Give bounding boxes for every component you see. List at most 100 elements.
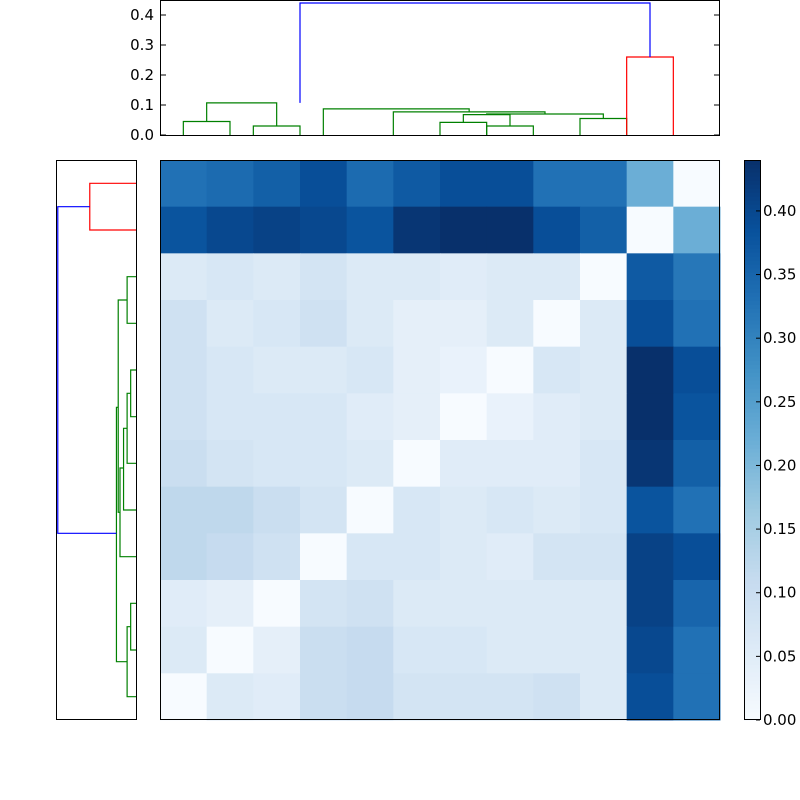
colorbar-segment: [744, 532, 760, 537]
heatmap-cell-r4-c7: [486, 346, 534, 394]
heatmap-cell-r11-c2: [253, 673, 301, 721]
colorbar-segment: [744, 648, 760, 653]
heatmap-cell-r0-c6: [440, 160, 488, 208]
heatmap-cell-r3-c9: [580, 300, 628, 348]
top-dendrogram-link-1: [252, 125, 301, 135]
colorbar-segment: [744, 700, 760, 705]
heatmap-cell-r1-c1: [206, 206, 254, 254]
colorbar-segment: [744, 444, 760, 449]
colorbar-segment: [744, 328, 760, 333]
colorbar-segment: [744, 460, 760, 465]
heatmap-cell-r5-c3: [300, 393, 348, 441]
colorbar-segment: [744, 352, 760, 357]
colorbar-segment: [744, 476, 760, 481]
colorbar-segment: [744, 572, 760, 577]
colorbar-segment: [744, 676, 760, 681]
colorbar-segment: [744, 304, 760, 309]
left-dendrogram-link-8: [126, 626, 136, 698]
colorbar-segment: [744, 516, 760, 521]
heatmap-cell-r8-c4: [346, 533, 394, 581]
colorbar-segment: [744, 708, 760, 713]
colorbar-segment: [744, 200, 760, 205]
heatmap-cell-r8-c10: [626, 533, 674, 581]
colorbar-tick-label: 0.30: [763, 329, 796, 347]
colorbar-segment: [744, 576, 760, 581]
colorbar-segment: [744, 428, 760, 433]
heatmap-cell-r10-c9: [580, 626, 628, 674]
heatmap-cell-r10-c1: [206, 626, 254, 674]
colorbar-segment: [744, 188, 760, 193]
heatmap-cell-r3-c2: [253, 300, 301, 348]
colorbar-segment: [744, 512, 760, 517]
colorbar-segment: [744, 416, 760, 421]
colorbar-tick-label: 0.40: [763, 202, 796, 220]
heatmap-cell-r8-c8: [533, 533, 581, 581]
heatmap-cell-r4-c1: [206, 346, 254, 394]
heatmap-cell-r3-c0: [160, 300, 208, 348]
heatmap-cell-r10-c4: [346, 626, 394, 674]
heatmap-cell-r3-c5: [393, 300, 441, 348]
top-dendrogram-frame: [160, 0, 720, 136]
heatmap-cell-r9-c0: [160, 580, 208, 628]
heatmap-cell-r7-c10: [626, 486, 674, 534]
heatmap-cell-r4-c5: [393, 346, 441, 394]
colorbar-segment: [744, 612, 760, 617]
colorbar-segment: [744, 256, 760, 261]
colorbar-segment: [744, 272, 760, 277]
colorbar-segment: [744, 592, 760, 597]
heatmap-cell-r2-c4: [346, 253, 394, 301]
colorbar-segment: [744, 232, 760, 237]
heatmap-cell-r7-c5: [393, 486, 441, 534]
colorbar-segment: [744, 716, 760, 721]
heatmap-cell-r0-c8: [533, 160, 581, 208]
heatmap-cell-r0-c7: [486, 160, 534, 208]
heatmap-cell-r2-c7: [486, 253, 534, 301]
colorbar-segment: [744, 508, 760, 513]
heatmap-cell-r6-c3: [300, 440, 348, 488]
colorbar-segment: [744, 644, 760, 649]
colorbar-segment: [744, 672, 760, 677]
colorbar-segment: [744, 300, 760, 305]
colorbar-segment: [744, 404, 760, 409]
heatmap-cell-r10-c6: [440, 626, 488, 674]
colorbar-segment: [744, 556, 760, 561]
heatmap-cell-r10-c5: [393, 626, 441, 674]
heatmap-cell-r3-c10: [626, 300, 674, 348]
colorbar-segment: [744, 424, 760, 429]
heatmap-cell-r1-c4: [346, 206, 394, 254]
top-dendrogram-tick-label: 0.3: [130, 36, 154, 54]
colorbar-segment: [744, 536, 760, 541]
colorbar-segment: [744, 336, 760, 341]
colorbar-segment: [744, 668, 760, 673]
colorbar-axis: 0.00 0.05 0.10 0.15 0.20 0.25 0.30 0.35 0.40: [756, 202, 796, 729]
colorbar-segment: [744, 316, 760, 321]
colorbar-tick-label: 0.35: [763, 266, 796, 284]
heatmap-cell-r1-c10: [626, 206, 674, 254]
heatmap-cell-r2-c10: [626, 253, 674, 301]
top-dendrogram-tick-label: 0.4: [130, 6, 154, 24]
colorbar-segment: [744, 160, 760, 165]
left-dendrogram-frame: [56, 160, 137, 720]
heatmap-cell-r3-c7: [486, 300, 534, 348]
heatmap-cell-r8-c11: [673, 533, 721, 581]
top-dendrogram-link-0: [182, 120, 231, 135]
top-dendrogram-link-4: [486, 125, 534, 135]
left-dendrogram-link-2: [130, 369, 136, 418]
colorbar-segment: [744, 228, 760, 233]
heatmap-cell-r11-c6: [440, 673, 488, 721]
heatmap-frame: [160, 160, 720, 720]
heatmap-cell-r0-c4: [346, 160, 394, 208]
heatmap-cell-r8-c9: [580, 533, 628, 581]
top-dendrogram-link-3: [439, 121, 488, 135]
heatmap-cell-r0-c5: [393, 160, 441, 208]
top-dendrogram-panel: [182, 2, 674, 135]
colorbar-segment: [744, 268, 760, 273]
colorbar-segment: [744, 580, 760, 585]
colorbar-segment: [744, 220, 760, 225]
colorbar-segment: [744, 448, 760, 453]
heatmap-cell-r5-c6: [440, 393, 488, 441]
heatmap-cell-r9-c9: [580, 580, 628, 628]
heatmap-cell-r10-c8: [533, 626, 581, 674]
heatmap-cell-r4-c11: [673, 346, 721, 394]
